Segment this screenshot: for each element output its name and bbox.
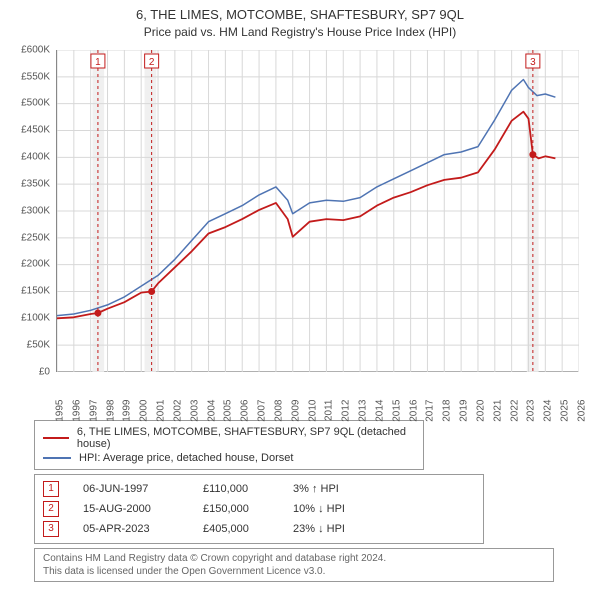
x-tick-label: 1997 bbox=[88, 399, 99, 421]
x-tick-label: 2010 bbox=[307, 399, 318, 421]
x-tick-label: 2017 bbox=[425, 399, 436, 421]
y-tick-label: £250K bbox=[21, 232, 50, 243]
chart-area: £0 £50K £100K £150K £200K £250K £300K £350K £400… bbox=[10, 44, 590, 414]
x-tick-label: 2018 bbox=[442, 399, 453, 421]
transaction-price: £150,000 bbox=[203, 503, 293, 515]
footer-line-2: This data is licensed under the Open Gov… bbox=[43, 565, 545, 578]
x-tick-label: 2026 bbox=[577, 399, 588, 421]
page-subtitle: Price paid vs. HM Land Registry's House … bbox=[10, 24, 590, 40]
x-tick-label: 2007 bbox=[257, 399, 268, 421]
y-tick-label: £300K bbox=[21, 205, 50, 216]
transaction-date: 15-AUG-2000 bbox=[83, 503, 203, 515]
transaction-price: £110,000 bbox=[203, 483, 293, 495]
transaction-diff: 23% ↓ HPI bbox=[293, 523, 475, 535]
y-tick-label: £100K bbox=[21, 313, 50, 324]
svg-text:2: 2 bbox=[149, 57, 155, 68]
x-tick-label: 2011 bbox=[324, 399, 335, 421]
y-tick-label: £500K bbox=[21, 98, 50, 109]
transaction-row: 3 05-APR-2023£405,00023% ↓ HPI bbox=[43, 519, 475, 539]
y-tick-label: £0 bbox=[39, 366, 50, 377]
legend-item: 6, THE LIMES, MOTCOMBE, SHAFTESBURY, SP7… bbox=[43, 425, 415, 451]
x-axis-labels: 1995199619971998199920002001200220032004… bbox=[56, 376, 578, 412]
legend-swatch bbox=[43, 457, 71, 459]
y-tick-label: £200K bbox=[21, 259, 50, 270]
y-tick-label: £400K bbox=[21, 152, 50, 163]
x-tick-label: 1998 bbox=[105, 399, 116, 421]
svg-text:1: 1 bbox=[95, 57, 101, 68]
x-tick-label: 2012 bbox=[341, 399, 352, 421]
x-tick-label: 1999 bbox=[122, 399, 133, 421]
x-tick-label: 2015 bbox=[391, 399, 402, 421]
transaction-date: 06-JUN-1997 bbox=[83, 483, 203, 495]
svg-text:3: 3 bbox=[530, 57, 536, 68]
x-tick-label: 2000 bbox=[139, 399, 150, 421]
transaction-number-box: 2 bbox=[43, 501, 59, 517]
footer-line-1: Contains HM Land Registry data © Crown c… bbox=[43, 552, 545, 565]
transaction-date: 05-APR-2023 bbox=[83, 523, 203, 535]
transaction-row: 2 15-AUG-2000£150,00010% ↓ HPI bbox=[43, 499, 475, 519]
legend-item: HPI: Average price, detached house, Dors… bbox=[43, 451, 415, 465]
page: 6, THE LIMES, MOTCOMBE, SHAFTESBURY, SP7… bbox=[0, 0, 600, 590]
x-tick-label: 2009 bbox=[290, 399, 301, 421]
y-tick-label: £450K bbox=[21, 125, 50, 136]
x-tick-label: 1996 bbox=[71, 399, 82, 421]
transaction-diff: 10% ↓ HPI bbox=[293, 503, 475, 515]
x-tick-label: 2003 bbox=[189, 399, 200, 421]
x-tick-label: 2024 bbox=[543, 399, 554, 421]
x-tick-label: 2008 bbox=[273, 399, 284, 421]
y-tick-label: £50K bbox=[27, 339, 50, 350]
x-tick-label: 2016 bbox=[408, 399, 419, 421]
transactions-box: 1 06-JUN-1997£110,0003% ↑ HPI 2 15-AUG-2000… bbox=[34, 474, 484, 544]
x-tick-label: 2023 bbox=[526, 399, 537, 421]
y-tick-label: £350K bbox=[21, 178, 50, 189]
x-tick-label: 2019 bbox=[459, 399, 470, 421]
x-tick-label: 2002 bbox=[172, 399, 183, 421]
x-tick-label: 2014 bbox=[374, 399, 385, 421]
legend-swatch bbox=[43, 437, 69, 439]
x-tick-label: 2021 bbox=[492, 399, 503, 421]
x-tick-label: 2004 bbox=[206, 399, 217, 421]
y-axis-labels: £0 £50K £100K £150K £200K £250K £300K £350K £400… bbox=[10, 44, 52, 414]
x-tick-label: 2022 bbox=[509, 399, 520, 421]
x-tick-label: 2020 bbox=[475, 399, 486, 421]
y-tick-label: £600K bbox=[21, 44, 50, 55]
x-tick-label: 1995 bbox=[55, 399, 66, 421]
transaction-price: £405,000 bbox=[203, 523, 293, 535]
transaction-number-box: 3 bbox=[43, 521, 59, 537]
y-tick-label: £550K bbox=[21, 71, 50, 82]
page-title: 6, THE LIMES, MOTCOMBE, SHAFTESBURY, SP7… bbox=[10, 6, 590, 24]
x-tick-label: 2013 bbox=[358, 399, 369, 421]
legend-label: HPI: Average price, detached house, Dors… bbox=[79, 452, 293, 464]
footer-box: Contains HM Land Registry data © Crown c… bbox=[34, 548, 554, 582]
transaction-diff: 3% ↑ HPI bbox=[293, 483, 475, 495]
y-tick-label: £150K bbox=[21, 286, 50, 297]
plot-svg: 1 2 3 bbox=[57, 50, 579, 372]
legend-label: 6, THE LIMES, MOTCOMBE, SHAFTESBURY, SP7… bbox=[77, 426, 415, 450]
legend-box: 6, THE LIMES, MOTCOMBE, SHAFTESBURY, SP7… bbox=[34, 420, 424, 470]
x-tick-label: 2005 bbox=[223, 399, 234, 421]
x-tick-label: 2006 bbox=[240, 399, 251, 421]
x-tick-label: 2001 bbox=[156, 399, 167, 421]
transaction-number-box: 1 bbox=[43, 481, 59, 497]
x-tick-label: 2025 bbox=[560, 399, 571, 421]
plot: 1 2 3 bbox=[56, 50, 578, 372]
transaction-row: 1 06-JUN-1997£110,0003% ↑ HPI bbox=[43, 479, 475, 499]
